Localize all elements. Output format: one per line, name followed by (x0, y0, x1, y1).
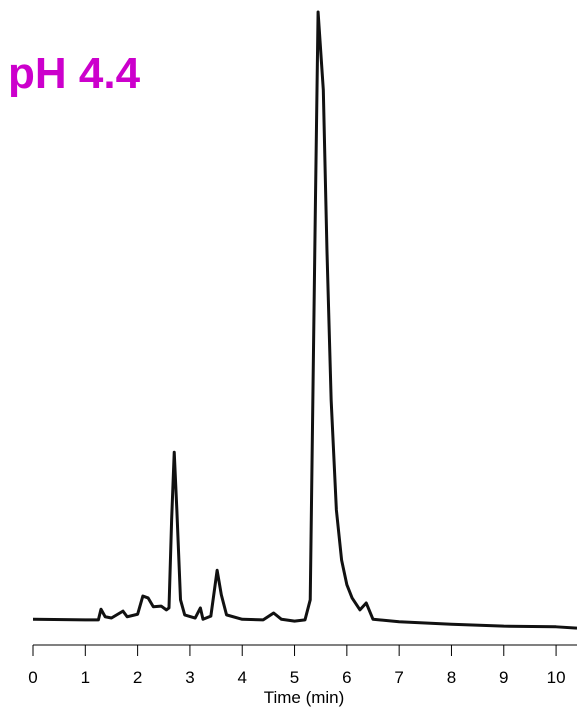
x-tick-label: 1 (81, 668, 90, 687)
x-tick-label: 0 (28, 668, 37, 687)
x-tick-label: 8 (447, 668, 456, 687)
x-tick-label: 7 (394, 668, 403, 687)
x-tick-label: 2 (133, 668, 142, 687)
x-tick-label: 10 (547, 668, 566, 687)
x-tick-label: 4 (237, 668, 246, 687)
x-tick-label: 5 (290, 668, 299, 687)
x-tick-label: 9 (499, 668, 508, 687)
chart-title: pH 4.4 (8, 49, 141, 98)
x-axis-label: Time (min) (264, 688, 345, 707)
x-tick-label: 3 (185, 668, 194, 687)
trace-line (32, 10, 577, 630)
x-tick-label: 6 (342, 668, 351, 687)
